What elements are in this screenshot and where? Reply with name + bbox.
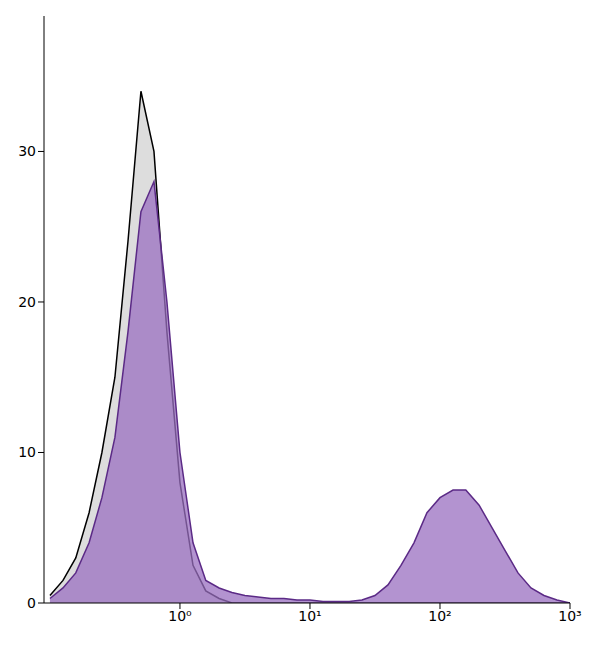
svg-text:10³: 10³: [558, 608, 581, 624]
svg-text:20: 20: [18, 294, 36, 310]
svg-text:0: 0: [27, 595, 36, 611]
svg-text:10⁰: 10⁰: [168, 608, 192, 624]
svg-text:30: 30: [18, 143, 36, 159]
svg-text:10¹: 10¹: [298, 608, 321, 624]
svg-text:10²: 10²: [428, 608, 451, 624]
svg-text:10: 10: [18, 444, 36, 460]
